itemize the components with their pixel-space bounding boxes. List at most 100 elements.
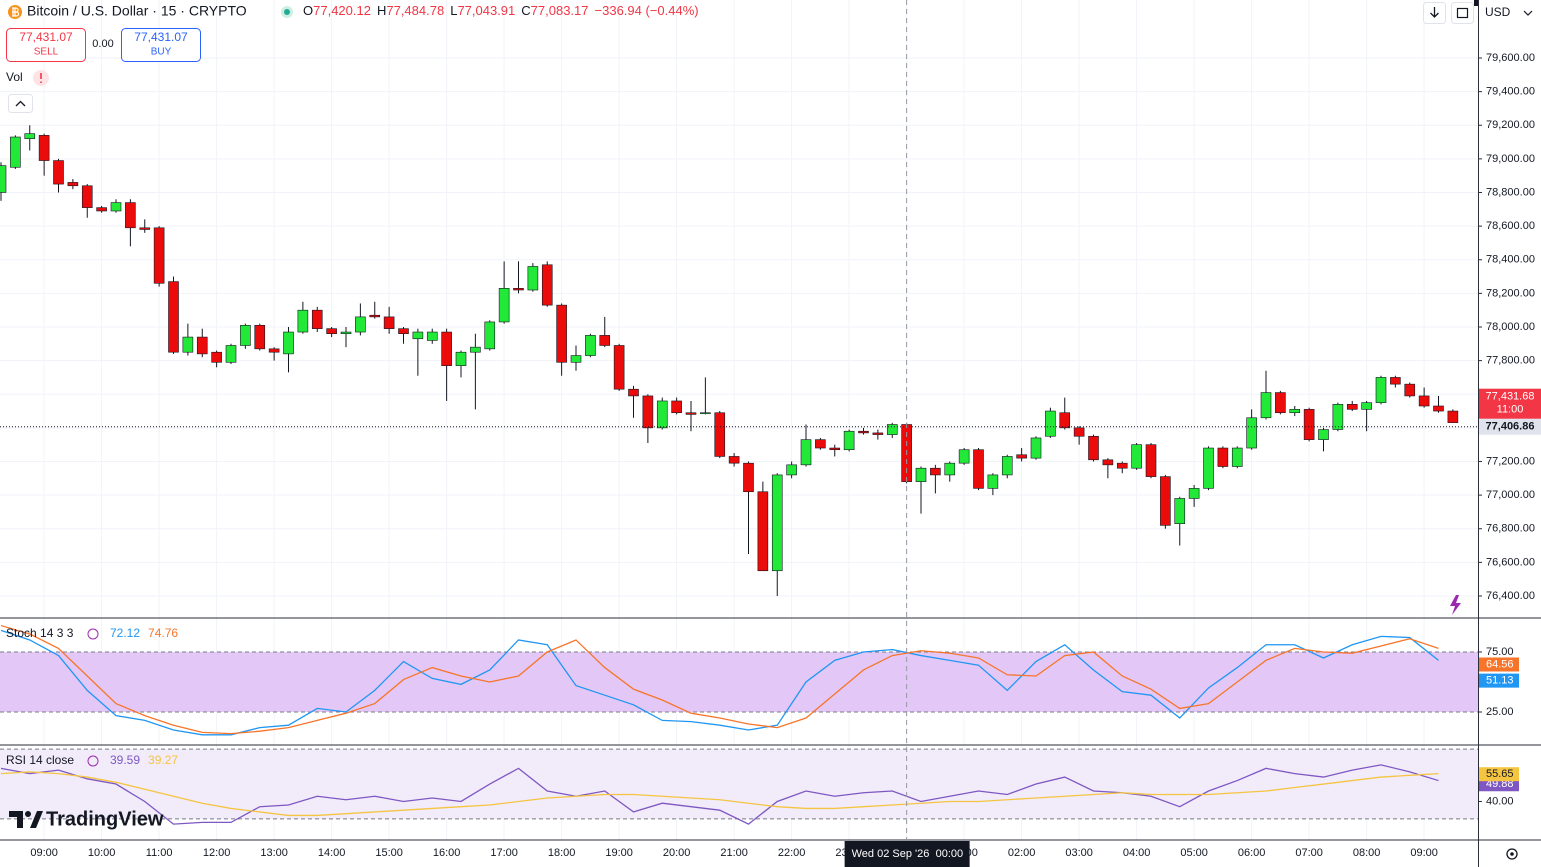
indicator-name: Stoch 14 3 3 — [6, 626, 74, 640]
indicator-line — [0, 624, 1439, 735]
candle-body — [1001, 456, 1013, 476]
candle-body — [1390, 377, 1401, 385]
candle-body — [1188, 488, 1200, 499]
candle-body — [886, 424, 898, 435]
candle-body — [1116, 462, 1128, 469]
alert-icon[interactable] — [1450, 595, 1461, 615]
y-tick-label: 79,600.00 — [1486, 52, 1535, 64]
collapse-glyph — [15, 100, 26, 107]
candle-body — [843, 430, 855, 451]
y-tick-label: 79,000.00 — [1486, 153, 1535, 165]
x-tick-label: 13:00 — [260, 847, 288, 859]
buy-button[interactable]: 77,431.07 BUY — [121, 28, 201, 62]
price-line-label: 77,406.86 — [1486, 421, 1535, 433]
collapse-button[interactable] — [8, 94, 33, 113]
y-tick-label: 77,000.00 — [1486, 489, 1535, 501]
currency-dropdown[interactable] — [1523, 10, 1533, 16]
sell-price[interactable]: 77,431.07 — [19, 30, 73, 44]
candle-body — [771, 474, 783, 572]
candle-body — [527, 266, 539, 291]
ohlc-key: L — [450, 3, 457, 18]
currency[interactable]: USD — [1485, 5, 1511, 19]
candle-body — [1433, 405, 1444, 412]
candle-body — [1318, 429, 1329, 440]
candle-body — [556, 304, 567, 363]
last-value-label: 64.56 — [1486, 658, 1514, 670]
candle-body — [1160, 476, 1171, 526]
x-tick-label: 09:00 — [1410, 847, 1438, 859]
ohlc-key: H — [377, 3, 386, 18]
ohlc-value: 77,043.91 — [457, 3, 515, 18]
x-tick-label: 12:00 — [203, 847, 231, 859]
candle-body — [1275, 392, 1286, 414]
candle-body — [872, 432, 884, 435]
crosshair-label-box — [844, 841, 970, 867]
ohlc-key: O — [303, 3, 313, 18]
candle-body — [297, 309, 309, 333]
candle-body — [1404, 383, 1416, 397]
indicator-lines — [0, 764, 1439, 825]
market-status-dot — [284, 9, 290, 15]
ohlc-value: 77,484.78 — [386, 3, 444, 18]
sell-box[interactable] — [6, 28, 86, 62]
candle-body — [757, 491, 769, 572]
legend-value: 39.59 — [110, 753, 140, 767]
buy-price[interactable]: 77,431.07 — [134, 30, 188, 44]
candle-body — [67, 182, 79, 187]
x-tick-label: 15:00 — [375, 847, 403, 859]
y-tick-label: 40.00 — [1486, 795, 1514, 807]
bitcoin-glyph — [12, 7, 20, 17]
candle-body — [110, 202, 122, 212]
candle-body — [585, 335, 596, 356]
y-tick-label: 75.00 — [1486, 646, 1514, 658]
settings-button[interactable] — [1506, 848, 1518, 860]
candle-body — [10, 136, 21, 168]
x-tick-label: 19:00 — [605, 847, 633, 859]
x-tick-label: 21:00 — [720, 847, 748, 859]
candle-body — [815, 439, 826, 449]
x-tick-label: 18:00 — [548, 847, 576, 859]
candle-body — [1016, 454, 1027, 459]
candle-body — [254, 325, 266, 350]
last-price-badge — [1479, 388, 1541, 419]
candle-body — [1260, 392, 1272, 419]
candle-body — [685, 412, 697, 415]
x-tick-label: 16:00 — [433, 847, 461, 859]
candle-body — [196, 336, 208, 355]
candle-body — [355, 316, 366, 333]
candle-body — [642, 395, 654, 429]
fullscreen-glyph — [1456, 7, 1469, 19]
candle-body — [1332, 404, 1344, 430]
candle-body — [125, 202, 136, 229]
buy-label[interactable]: BUY — [151, 47, 172, 58]
candle-body — [628, 388, 639, 397]
candle-body — [311, 309, 323, 329]
candle-body — [858, 430, 869, 434]
candle-body — [1145, 444, 1157, 477]
candle-body — [829, 447, 841, 451]
y-tick-label: 79,200.00 — [1486, 119, 1535, 131]
candle-body — [944, 462, 956, 476]
candle-body — [1102, 459, 1114, 466]
x-tick-label: 05:00 — [1180, 847, 1208, 859]
candle-body — [700, 412, 711, 415]
y-tick-label: 77,200.00 — [1486, 455, 1535, 467]
band — [0, 651, 1478, 712]
buy-box[interactable] — [121, 28, 201, 62]
last-price-label: 77,431.68 — [1486, 391, 1535, 403]
sell-label[interactable]: SELL — [34, 47, 59, 58]
fullscreen-button[interactable] — [1451, 2, 1474, 24]
candle-body — [1073, 427, 1085, 437]
crosshair-date: Wed 02 Sep '26 — [852, 848, 930, 860]
candle-body — [268, 348, 280, 353]
candle-body — [283, 331, 294, 355]
candle-body — [326, 328, 337, 335]
sell-button[interactable]: 77,431.07 SELL — [6, 28, 86, 62]
indicator-legend-values: 39.59 39.27 — [110, 753, 178, 767]
bands — [0, 651, 1478, 820]
candle-body — [599, 335, 611, 346]
candle-body — [1059, 412, 1071, 429]
candle-body — [369, 314, 381, 318]
legend-value: 39.27 — [148, 753, 178, 767]
